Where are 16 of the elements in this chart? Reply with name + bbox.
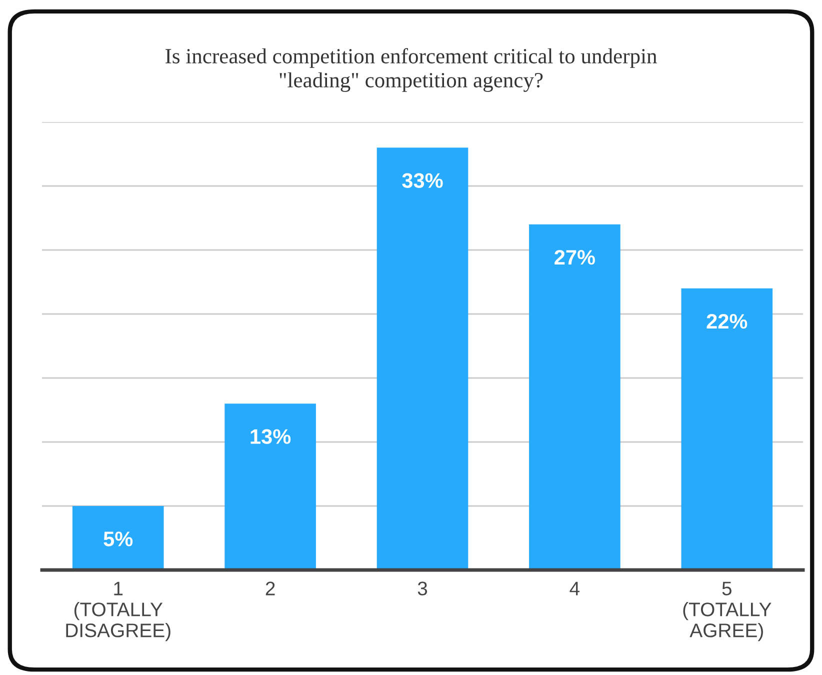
- x-tick-label: 3: [418, 582, 428, 596]
- x-tick-label: 4: [570, 582, 580, 596]
- data-label: 22%: [706, 314, 748, 329]
- data-label: 33%: [402, 173, 443, 188]
- data-label: 27%: [554, 250, 595, 265]
- chart-title: Is increased competition enforcement critical to underpin "leading" competition agency?: [165, 48, 657, 92]
- bar: [224, 404, 316, 570]
- bar: [681, 288, 773, 570]
- bar: [529, 224, 620, 570]
- x-tick-label: 1 (TOTALLY DISAGREE): [66, 582, 170, 642]
- data-label: 5%: [104, 532, 133, 546]
- data-label: 13%: [250, 429, 291, 444]
- x-tick-label: 5 (TOTALLY AGREE): [683, 582, 772, 642]
- bar: [376, 148, 468, 570]
- bar: [72, 506, 164, 570]
- x-tick-label: 2: [266, 582, 275, 596]
